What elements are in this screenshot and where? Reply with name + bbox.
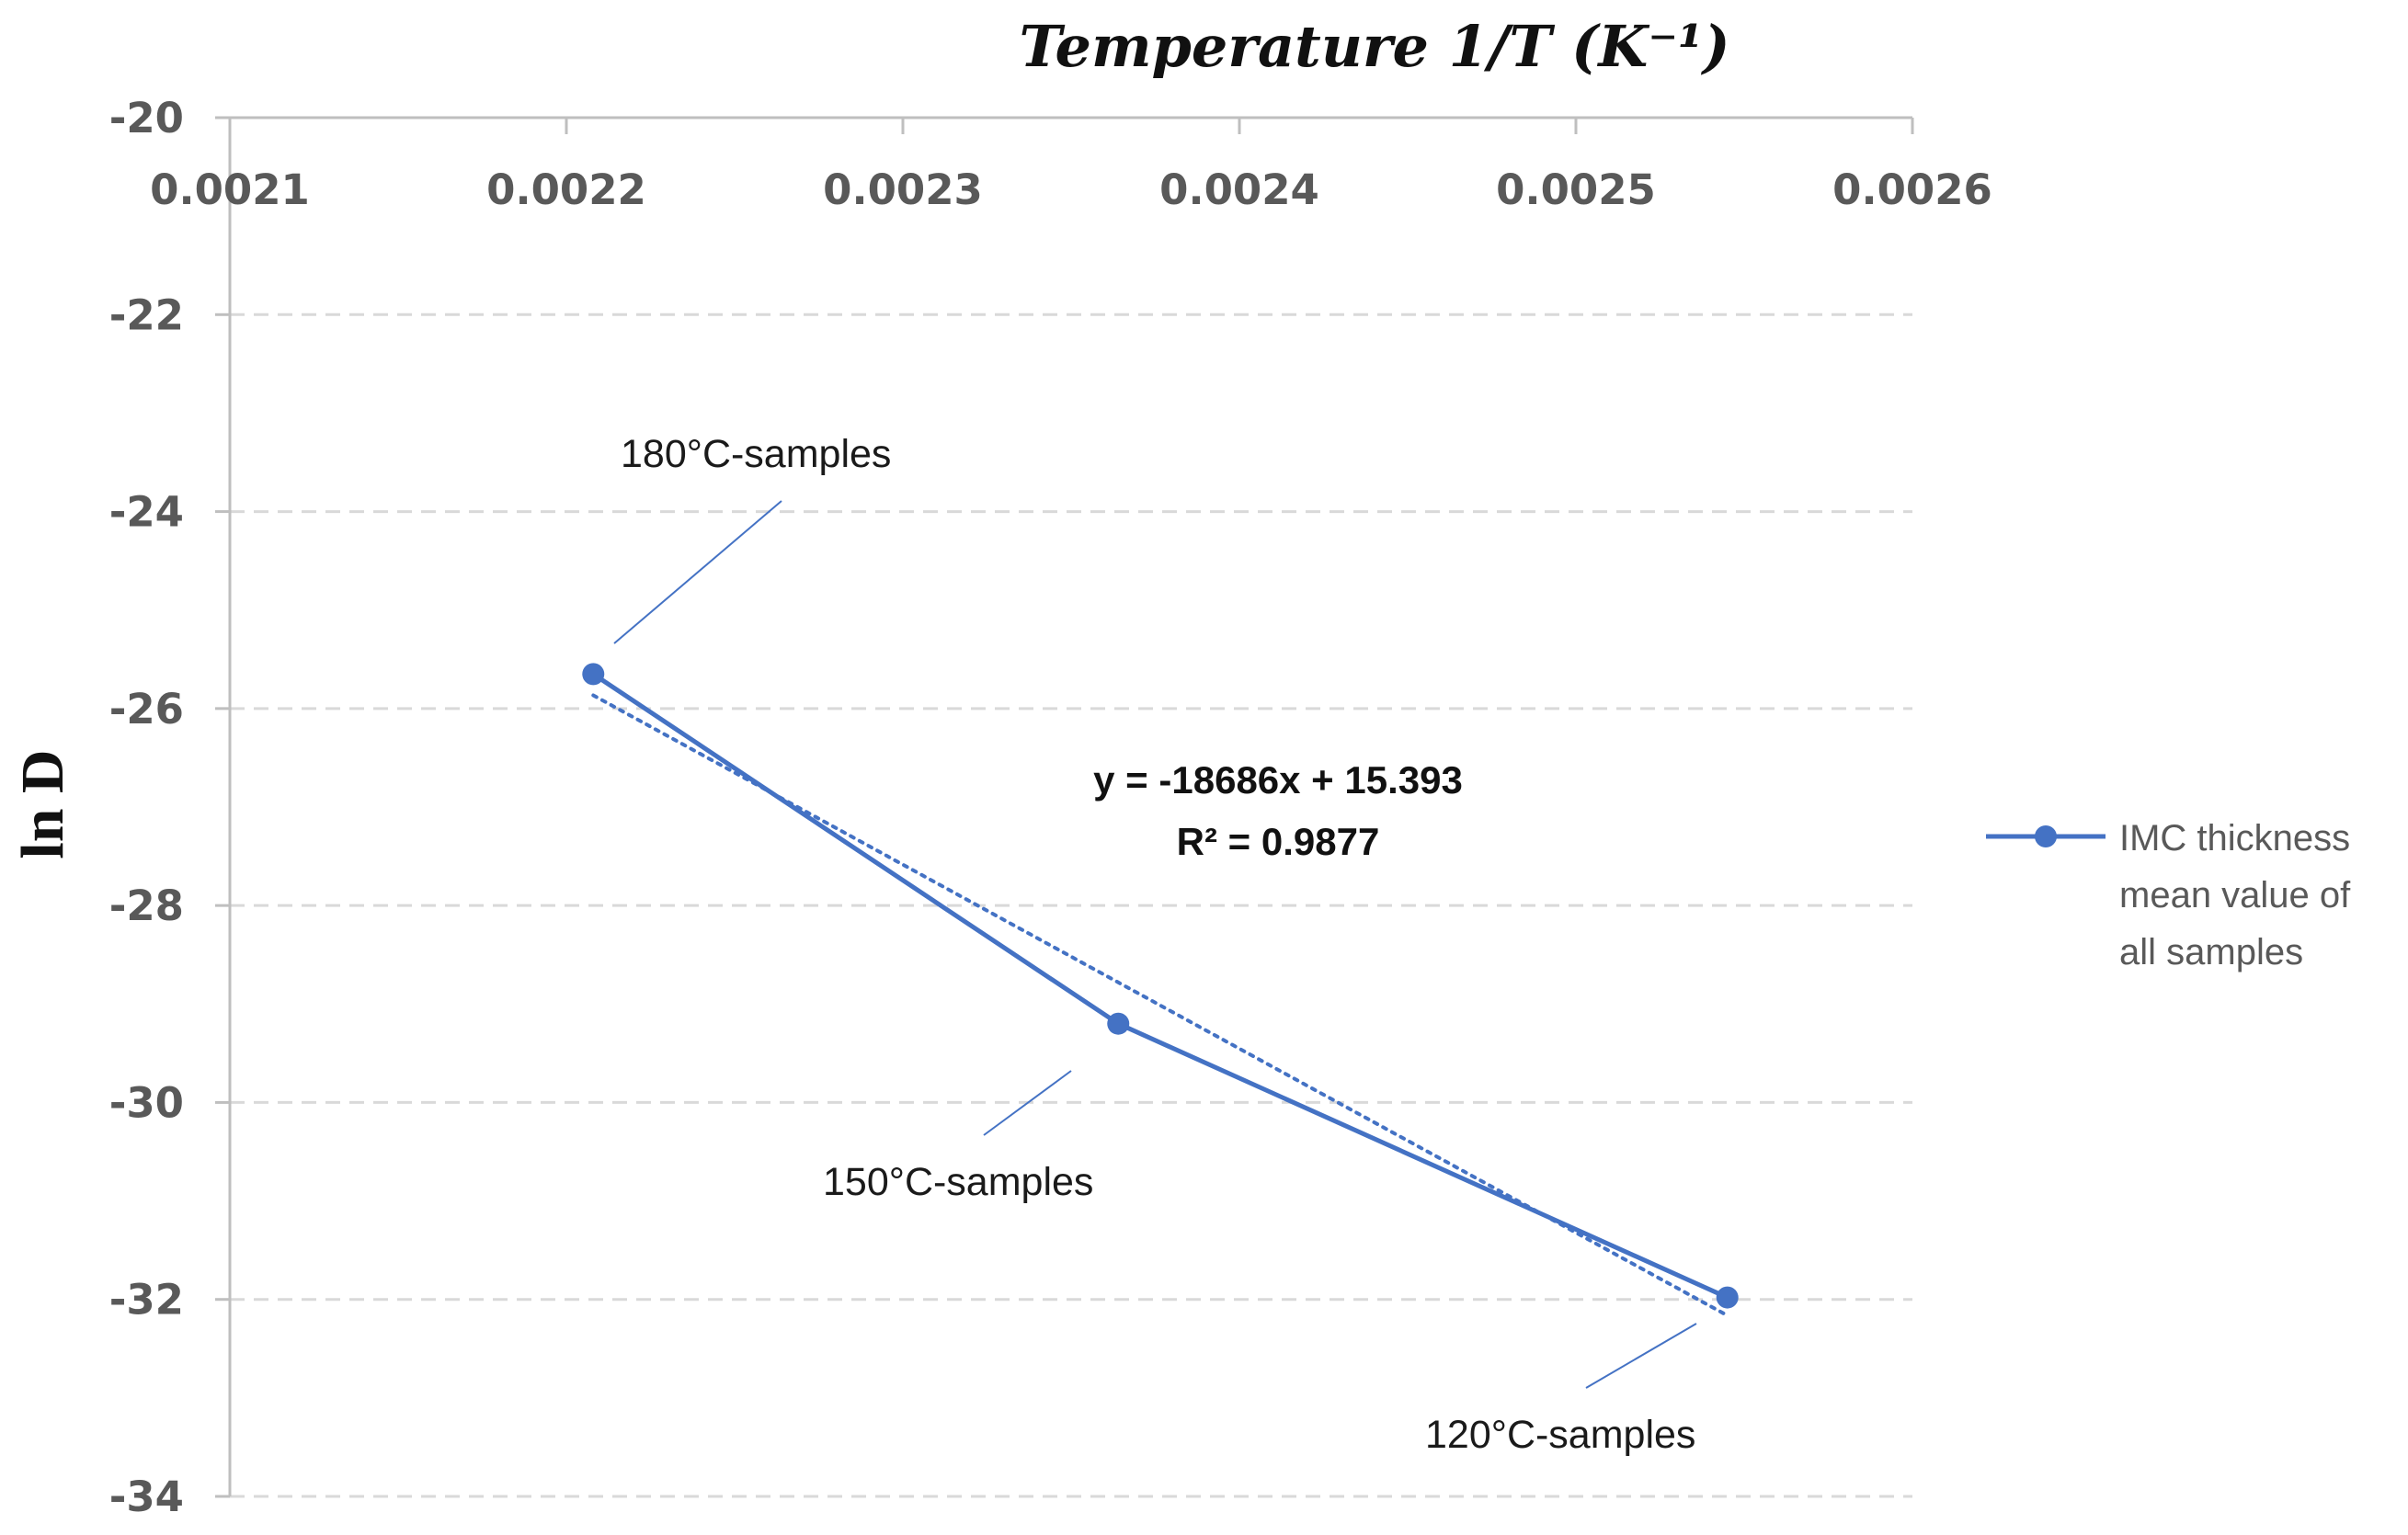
legend-label-line-3: all samples xyxy=(2119,932,2303,972)
x-tick-label: 0.0022 xyxy=(486,165,646,214)
x-tick-label: 0.0026 xyxy=(1832,165,1992,214)
series-group xyxy=(582,663,1739,1309)
annotation-leaders xyxy=(613,500,1697,1389)
y-tick-label: -20 xyxy=(109,94,184,142)
x-tick-label: 0.0024 xyxy=(1159,165,1319,214)
data-point xyxy=(582,663,605,686)
y-tick-label: -24 xyxy=(109,488,184,537)
annotation-180c: 180°C-samples xyxy=(621,432,891,476)
data-point xyxy=(1107,1012,1130,1035)
annotation-leader xyxy=(983,1070,1072,1136)
annotation-120c: 120°C-samples xyxy=(1425,1413,1695,1457)
axes xyxy=(215,116,1914,1498)
x-tick-label: 0.0021 xyxy=(150,165,310,214)
x-axis-title: Temperature 1/T (K⁻¹) xyxy=(1019,13,1729,80)
legend-label-line-2: mean value of xyxy=(2119,875,2351,915)
y-tick-labels: -20 -22 -24 -26 -28 -30 -32 -34 xyxy=(109,94,184,1521)
y-tick-label: -28 xyxy=(109,881,184,930)
y-tick-label: -22 xyxy=(109,290,184,339)
annotation-leader xyxy=(613,500,782,644)
data-point xyxy=(1716,1286,1739,1309)
trendline-r-squared: R² = 0.9877 xyxy=(1177,820,1380,863)
legend: IMC thickness mean value of all samples xyxy=(1986,818,2351,972)
y-tick-label: -26 xyxy=(109,685,184,733)
annotation-leader xyxy=(1585,1323,1697,1389)
x-tick-labels: 0.0021 0.0022 0.0023 0.0024 0.0025 0.0026 xyxy=(150,165,1992,214)
x-tick-label: 0.0025 xyxy=(1496,165,1656,214)
legend-label-line-1: IMC thickness xyxy=(2119,818,2350,858)
gridlines xyxy=(230,313,1912,1498)
trendline-equation: y = -18686x + 15.393 xyxy=(1093,758,1463,802)
x-tick-label: 0.0023 xyxy=(823,165,983,214)
y-axis-title: ln D xyxy=(9,749,76,858)
y-tick-label: -32 xyxy=(109,1276,184,1325)
legend-marker xyxy=(2035,825,2057,847)
y-tick-label: -30 xyxy=(109,1078,184,1127)
annotation-150c: 150°C-samples xyxy=(823,1160,1093,1204)
y-tick-label: -34 xyxy=(109,1472,184,1521)
